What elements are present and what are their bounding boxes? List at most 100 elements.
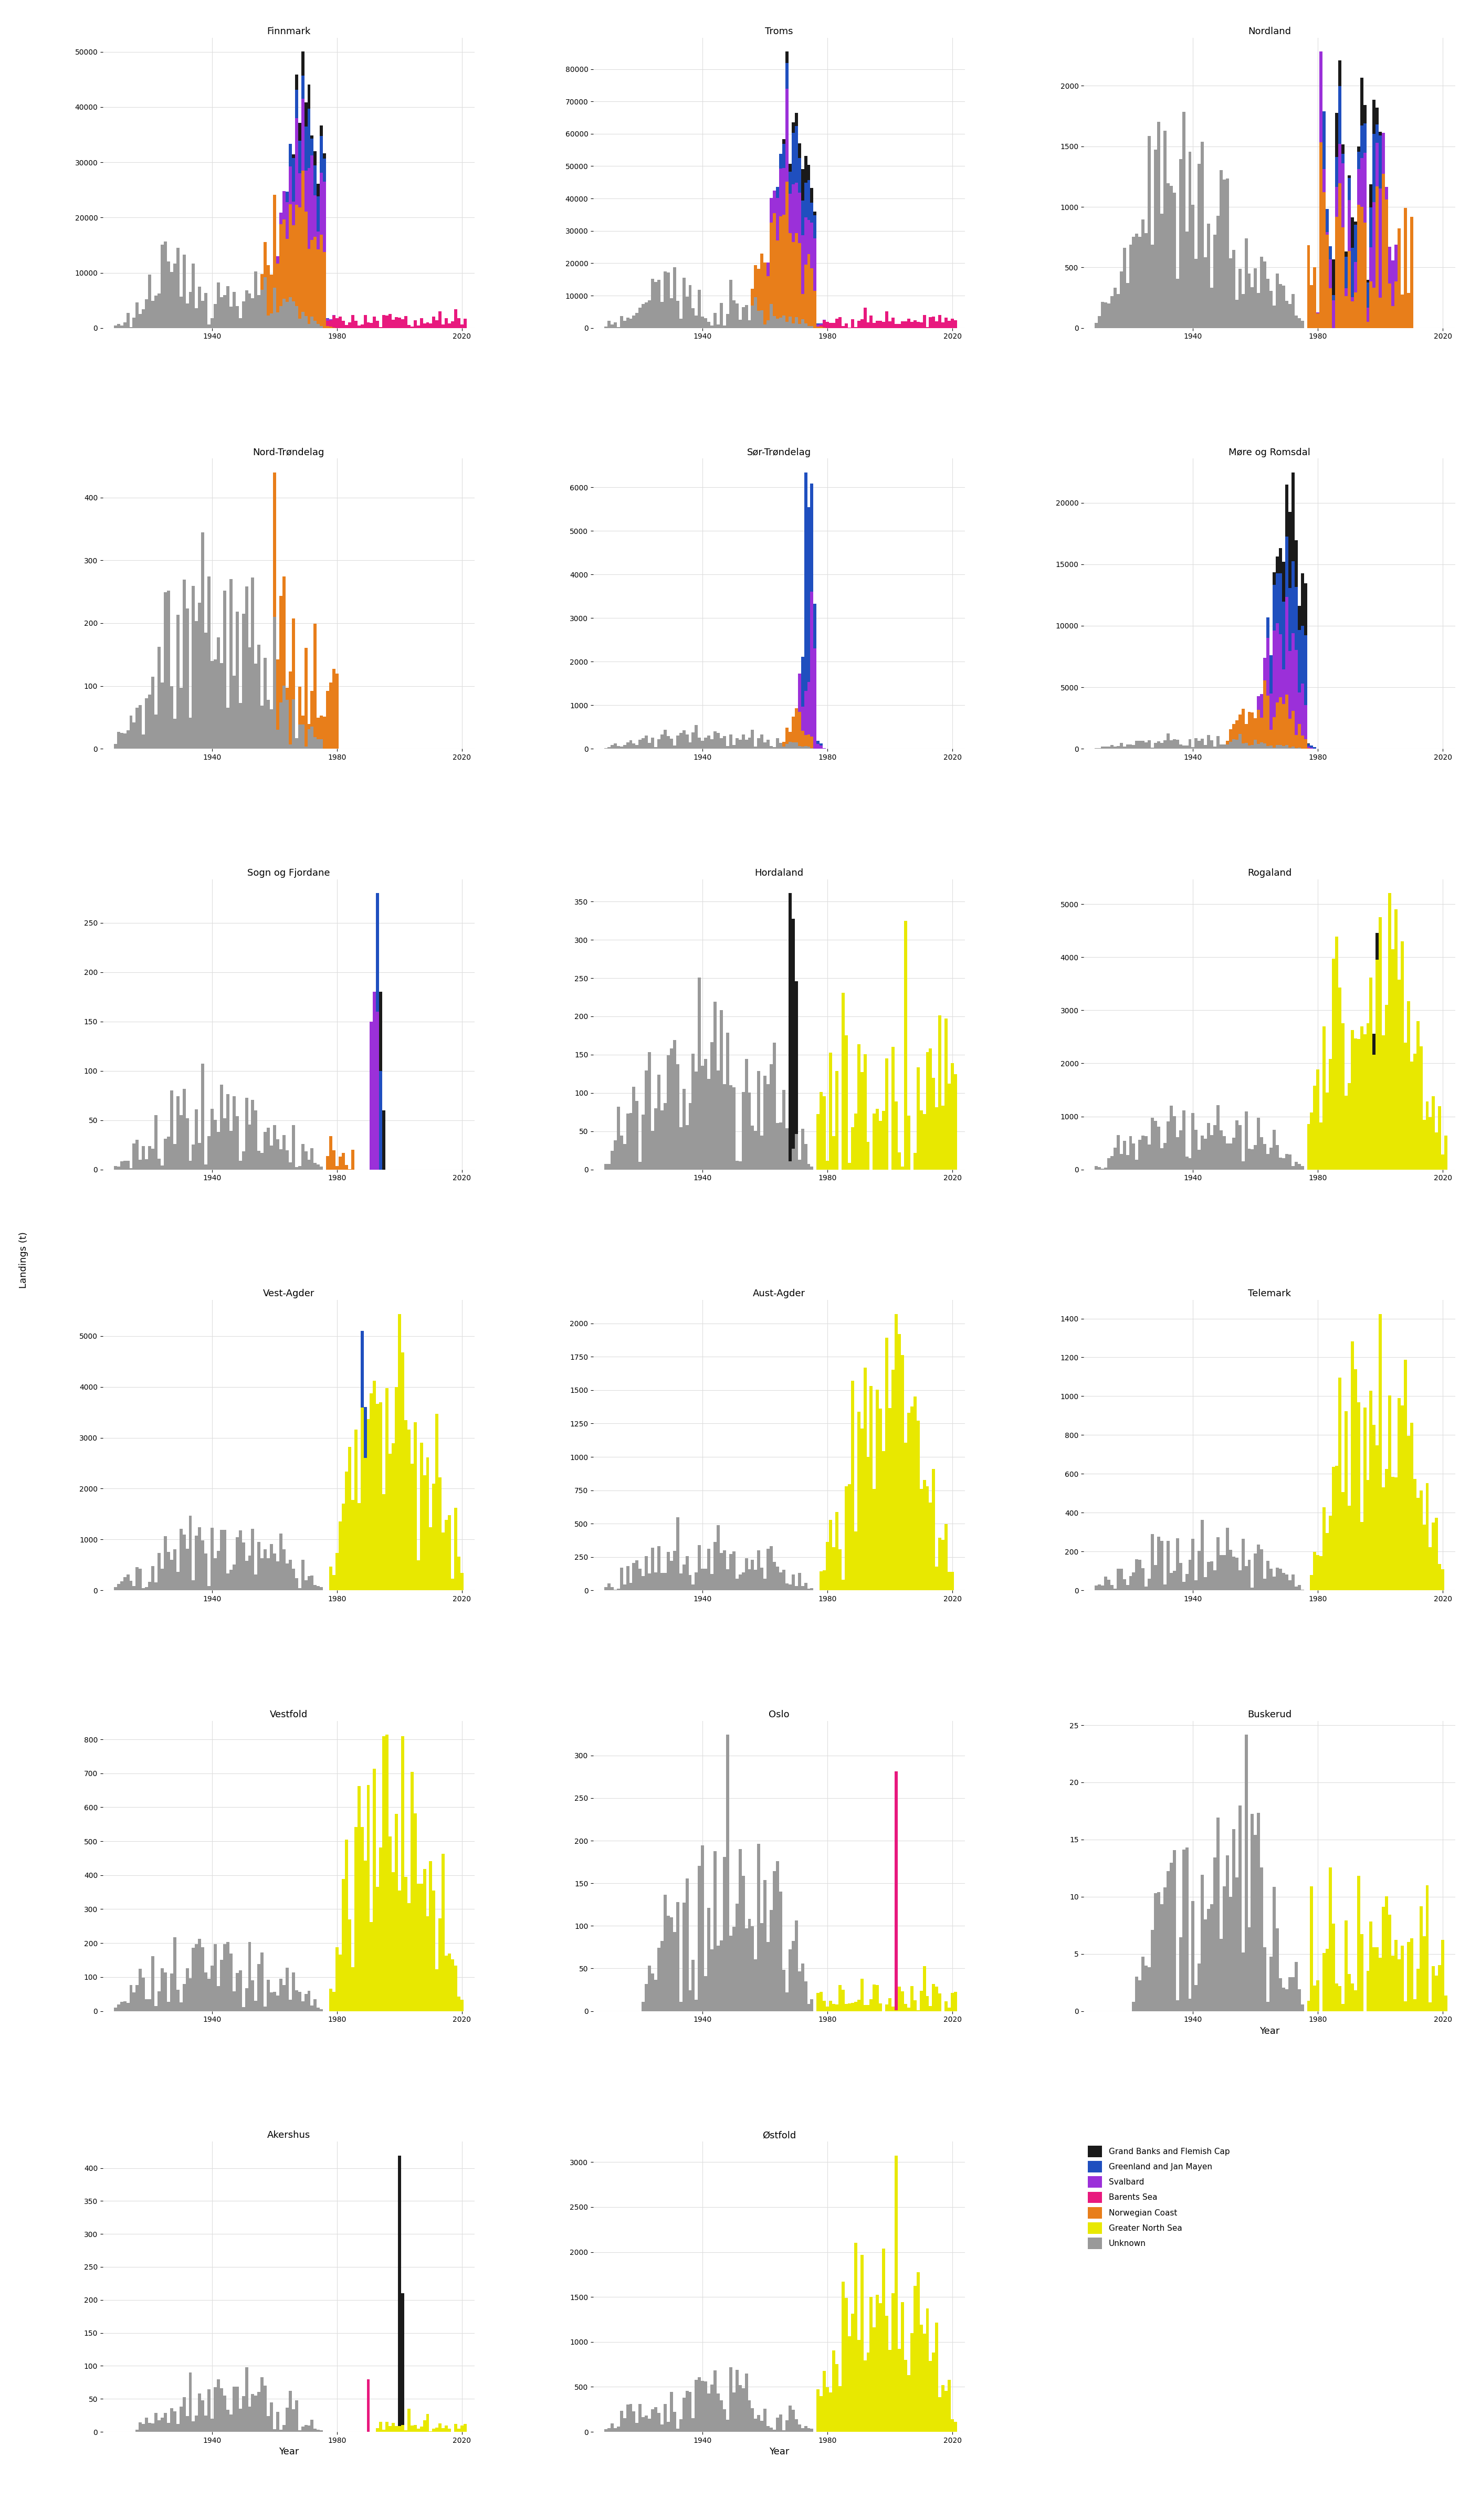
Bar (193, 587, 196, 748)
Bar (1120, 1570, 1123, 1590)
Bar (1107, 1580, 1110, 1590)
Bar (279, 1149, 282, 1169)
Bar (1351, 1341, 1354, 1590)
Bar (745, 305, 748, 328)
Bar (1379, 1958, 1382, 2011)
Bar (273, 194, 276, 287)
Bar (1270, 655, 1273, 693)
Bar (1176, 2001, 1179, 2011)
Bar (798, 242, 801, 325)
Bar (932, 318, 935, 328)
Bar (773, 315, 776, 328)
Bar (260, 2376, 263, 2432)
Bar (954, 1991, 957, 2011)
Bar (201, 300, 204, 328)
Bar (251, 297, 254, 328)
Bar (129, 1580, 132, 1590)
Bar (1235, 300, 1238, 328)
Bar (1413, 1479, 1416, 1590)
Title: Akershus: Akershus (268, 2129, 310, 2139)
Bar (723, 1550, 726, 1590)
Bar (895, 1101, 898, 1169)
Bar (354, 1429, 357, 1590)
Bar (807, 2427, 810, 2432)
Bar (748, 1918, 751, 2011)
Bar (1363, 123, 1366, 154)
Bar (379, 993, 382, 1071)
Bar (791, 323, 795, 328)
Bar (135, 708, 138, 748)
Bar (1132, 237, 1135, 328)
Bar (632, 2412, 635, 2432)
Bar (157, 648, 160, 748)
Bar (791, 1149, 795, 1169)
Bar (710, 1575, 713, 1590)
Bar (1267, 746, 1270, 748)
Bar (723, 325, 726, 328)
Bar (243, 1542, 245, 1590)
Bar (904, 2003, 907, 2011)
Bar (132, 318, 135, 328)
Bar (171, 685, 173, 748)
Bar (1217, 1537, 1220, 1590)
Bar (220, 1084, 223, 1169)
Bar (898, 1333, 901, 1590)
Bar (1382, 134, 1385, 174)
Bar (429, 323, 432, 328)
Bar (1210, 1134, 1213, 1169)
Bar (866, 2006, 870, 2011)
Bar (660, 1111, 663, 1169)
Bar (113, 2008, 118, 2011)
Bar (776, 318, 779, 328)
Bar (307, 728, 310, 748)
Bar (1348, 1973, 1351, 2011)
Bar (126, 2003, 129, 2011)
Bar (1441, 1940, 1445, 2011)
Bar (857, 1411, 860, 1590)
Bar (848, 1484, 851, 1590)
Bar (698, 1545, 701, 1590)
Bar (717, 2394, 720, 2432)
Bar (310, 318, 313, 328)
Bar (1338, 86, 1341, 144)
Bar (1229, 741, 1232, 748)
Bar (1282, 1159, 1285, 1169)
Bar (276, 1996, 279, 2011)
Bar (604, 1588, 607, 1590)
Bar (207, 1585, 210, 1590)
Bar (791, 743, 795, 748)
Bar (904, 1444, 907, 1590)
Bar (121, 2001, 123, 2011)
Bar (263, 277, 268, 328)
Title: Nordland: Nordland (1248, 28, 1291, 35)
Bar (1288, 1154, 1291, 1169)
Bar (779, 318, 782, 328)
Bar (185, 2417, 188, 2432)
Bar (1279, 1570, 1282, 1590)
Bar (454, 2424, 457, 2432)
Bar (1270, 1147, 1273, 1169)
Bar (1288, 650, 1291, 718)
Bar (138, 706, 143, 748)
Bar (795, 1134, 798, 1169)
Bar (301, 50, 304, 76)
Bar (920, 2326, 923, 2432)
Bar (1254, 1552, 1257, 1590)
Bar (1129, 743, 1132, 748)
Bar (660, 302, 663, 328)
Bar (1235, 738, 1238, 748)
Bar (171, 2409, 173, 2432)
Bar (879, 320, 882, 328)
Bar (288, 1162, 291, 1169)
Bar (1213, 1570, 1217, 1590)
Bar (654, 1981, 657, 2011)
Bar (335, 1552, 338, 1590)
Bar (420, 1441, 423, 1590)
Bar (776, 1567, 779, 1590)
Bar (232, 1991, 235, 2011)
Bar (785, 728, 788, 743)
Bar (698, 738, 701, 748)
Bar (757, 2414, 760, 2432)
Bar (304, 212, 307, 315)
Title: Hordaland: Hordaland (754, 869, 804, 877)
